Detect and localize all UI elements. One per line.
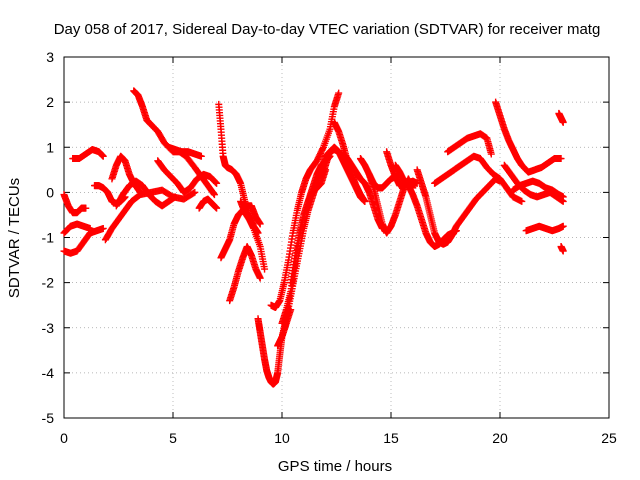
data-point (559, 222, 567, 230)
series-arc1 (60, 224, 107, 257)
data-point (213, 179, 221, 187)
x-tick-label: 15 (383, 430, 399, 446)
data-point (212, 179, 220, 187)
tick-layer: 0 5 10 15 20 25 -5 -4 -3 -2 -1 0 1 2 3 (42, 49, 617, 446)
data-point (261, 265, 269, 273)
series-arc11 (165, 143, 205, 160)
chart-title: Day 058 of 2017, Sidereal Day-to-day VTE… (54, 21, 601, 38)
data-point (191, 188, 199, 196)
series-arc29 (413, 166, 504, 248)
data-point (559, 118, 567, 126)
y-axis-title: SDTVAR / TECUs (6, 178, 23, 298)
series-arc30 (431, 152, 526, 205)
x-tick-label: 10 (274, 430, 290, 446)
series-arc31 (444, 130, 495, 158)
data-point (86, 224, 94, 232)
data-point (136, 188, 144, 196)
data-point (171, 193, 179, 201)
y-tick-label: 3 (46, 49, 54, 65)
y-tick-label: -5 (42, 410, 55, 426)
data-point (518, 197, 526, 205)
x-axis-title: GPS time / hours (278, 458, 392, 475)
data-point (256, 274, 264, 282)
data-point (99, 152, 107, 160)
data-point (319, 145, 327, 153)
data-point (361, 197, 369, 205)
x-tick-label: 5 (169, 430, 177, 446)
y-tick-label: -2 (42, 275, 55, 291)
y-tick-label: 1 (46, 139, 54, 155)
data-point (487, 150, 495, 158)
data-point (559, 247, 567, 255)
x-tick-label: 0 (60, 430, 68, 446)
series-arc32 (492, 98, 565, 176)
series-arc37 (557, 243, 567, 255)
y-tick-label: -4 (42, 365, 55, 381)
data-point (559, 193, 567, 201)
series-arc35 (522, 222, 567, 235)
series-arc3 (60, 191, 90, 217)
data-point (190, 189, 198, 197)
series-arc12 (195, 195, 221, 212)
data-point (211, 178, 219, 186)
series-arc2 (60, 220, 94, 237)
data-point (210, 190, 218, 198)
data-point (82, 204, 90, 212)
series-arc34 (509, 177, 567, 201)
x-tick-label: 20 (492, 430, 508, 446)
data-point (213, 204, 221, 212)
data-point (557, 155, 565, 163)
x-tick-label: 25 (601, 430, 617, 446)
data-point (335, 89, 343, 97)
series-arc16 (237, 197, 269, 273)
series-arc4 (69, 146, 107, 163)
data-point (197, 152, 205, 160)
y-tick-label: 2 (46, 94, 54, 110)
data-point (210, 191, 218, 199)
series-arc36 (555, 109, 567, 126)
y-tick-label: 0 (46, 184, 54, 200)
series-arc15 (226, 243, 264, 305)
data-point (256, 220, 264, 228)
series-arc18 (267, 89, 343, 311)
series-arc10 (154, 157, 221, 196)
data-layer (60, 87, 567, 388)
series-arc23 (330, 118, 369, 205)
y-tick-label: -3 (42, 320, 55, 336)
series-arc14 (217, 202, 264, 262)
data-point (99, 224, 107, 232)
series-arc21 (287, 166, 330, 287)
data-point (136, 187, 144, 195)
series-arc8 (112, 177, 179, 210)
y-tick-label: -1 (42, 230, 55, 246)
